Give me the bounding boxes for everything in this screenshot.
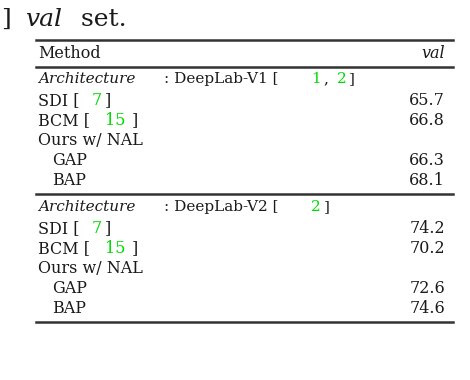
Text: ]: ]: [349, 72, 355, 86]
Text: 7: 7: [92, 220, 102, 237]
Text: 15: 15: [105, 240, 125, 257]
Text: 66.8: 66.8: [409, 112, 445, 129]
Text: val: val: [25, 8, 62, 31]
Text: ]: ]: [105, 92, 111, 109]
Text: ]: ]: [105, 220, 111, 237]
Text: Architecture: Architecture: [38, 200, 135, 214]
Text: ]: ]: [132, 112, 138, 129]
Text: 72.6: 72.6: [409, 280, 445, 297]
Text: ]: ]: [324, 200, 330, 214]
Text: BCM [: BCM [: [38, 112, 90, 129]
Text: 74.6: 74.6: [409, 300, 445, 317]
Text: Method: Method: [38, 45, 101, 62]
Text: 65.7: 65.7: [409, 92, 445, 109]
Text: 15: 15: [105, 112, 125, 129]
Text: SDI [: SDI [: [38, 92, 79, 109]
Text: 68.1: 68.1: [409, 172, 445, 189]
Text: 1: 1: [312, 72, 321, 86]
Text: SDI [: SDI [: [38, 220, 79, 237]
Text: 2: 2: [337, 72, 346, 86]
Text: 74.2: 74.2: [409, 220, 445, 237]
Text: Ours w/ NAL: Ours w/ NAL: [38, 132, 143, 149]
Text: BCM [: BCM [: [38, 240, 90, 257]
Text: Architecture: Architecture: [38, 72, 135, 86]
Text: set.: set.: [73, 8, 126, 31]
Text: BAP: BAP: [52, 300, 86, 317]
Text: : DeepLab-V2 [: : DeepLab-V2 [: [164, 200, 278, 214]
Text: BAP: BAP: [52, 172, 86, 189]
Text: ,: ,: [324, 72, 334, 86]
Text: GAP: GAP: [52, 152, 87, 169]
Text: ]: ]: [132, 240, 138, 257]
Text: 7: 7: [92, 92, 102, 109]
Text: 2: 2: [312, 200, 321, 214]
Text: 66.3: 66.3: [409, 152, 445, 169]
Text: : DeepLab-V1 [: : DeepLab-V1 [: [164, 72, 278, 86]
Text: 70.2: 70.2: [409, 240, 445, 257]
Text: GAP: GAP: [52, 280, 87, 297]
Text: Ours w/ NAL: Ours w/ NAL: [38, 260, 143, 277]
Text: val: val: [422, 45, 445, 62]
Text: ]: ]: [2, 8, 20, 31]
